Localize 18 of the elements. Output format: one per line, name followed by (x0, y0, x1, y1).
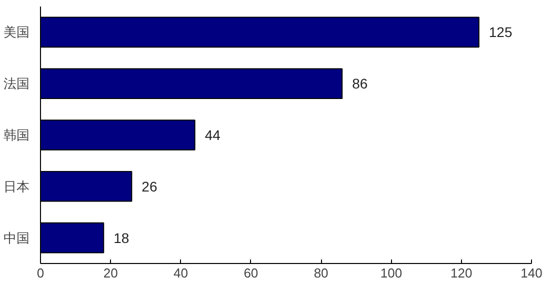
y-tick-label: 法国 (4, 76, 30, 92)
data-label: 18 (114, 230, 130, 246)
y-tick-label: 韩国 (4, 128, 30, 142)
y-tick-label: 中国 (4, 230, 30, 246)
x-tick-label: 20 (103, 266, 118, 280)
x-tick-label: 140 (520, 266, 542, 280)
x-tick-label: 60 (244, 266, 258, 280)
y-tick-label: 美国 (4, 24, 30, 40)
data-label: 26 (142, 178, 158, 194)
x-tick-label: 80 (314, 266, 328, 280)
x-tick-label: 0 (36, 266, 44, 280)
x-tick-label: 120 (450, 266, 472, 280)
data-label: 86 (352, 76, 368, 92)
data-label: 44 (204, 127, 221, 143)
x-tick-label: 40 (174, 266, 188, 280)
x-tick-label: 100 (380, 266, 402, 280)
y-tick-label: 日本 (4, 178, 30, 194)
data-label: 125 (488, 24, 512, 40)
